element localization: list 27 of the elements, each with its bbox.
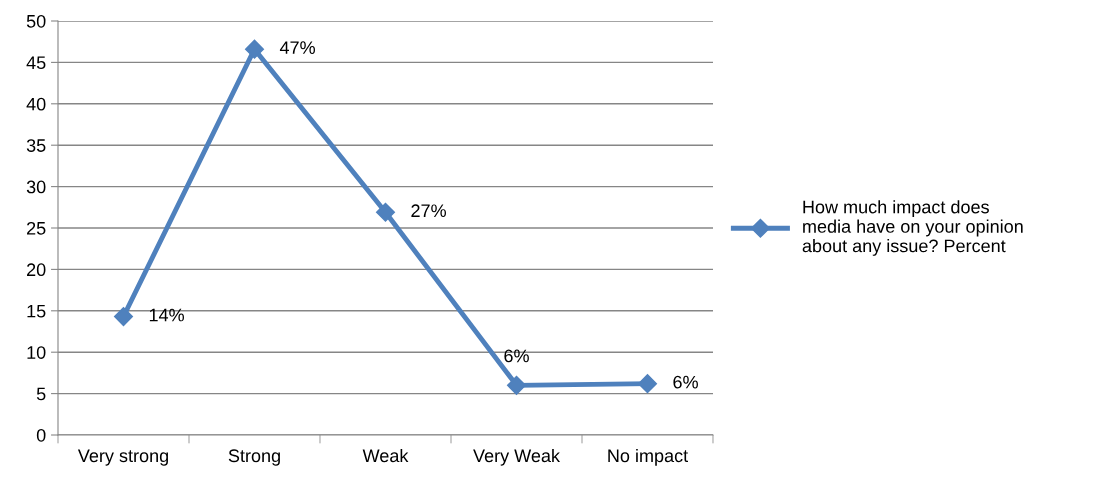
legend-label: How much impact does media have on your opinion about any issue? Percent (802, 200, 1023, 256)
y-tick-label: 0 (36, 428, 46, 442)
y-tick-label: 30 (26, 180, 46, 194)
y-tick-label: 25 (27, 221, 46, 235)
y-tick-label: 20 (27, 263, 46, 277)
data-label: 14% (149, 308, 184, 322)
y-tick-label: 15 (27, 304, 46, 318)
x-tick-label: Weak (362, 448, 409, 463)
data-label: 6% (504, 349, 529, 363)
data-label: 27% (411, 204, 446, 218)
data-label: 47% (279, 41, 315, 54)
point (637, 374, 658, 394)
point (375, 202, 396, 222)
x-tick-label: Very strong (77, 449, 168, 466)
y-tick-label: 50 (26, 14, 46, 28)
point (113, 307, 134, 327)
y-tick-label: 45 (26, 56, 46, 70)
x-tick-label: Very Weak (473, 448, 561, 466)
y-tick-label: 35 (26, 139, 46, 152)
point (506, 375, 527, 395)
data-label: 6% (673, 375, 698, 389)
y-tick-label: 5 (36, 387, 46, 401)
point (244, 39, 265, 59)
x-tick-label: No impact (608, 448, 689, 466)
y-tick-label: 10 (27, 346, 46, 359)
y-tick-label: 40 (26, 97, 46, 111)
x-tick-label: Strong (228, 449, 280, 466)
